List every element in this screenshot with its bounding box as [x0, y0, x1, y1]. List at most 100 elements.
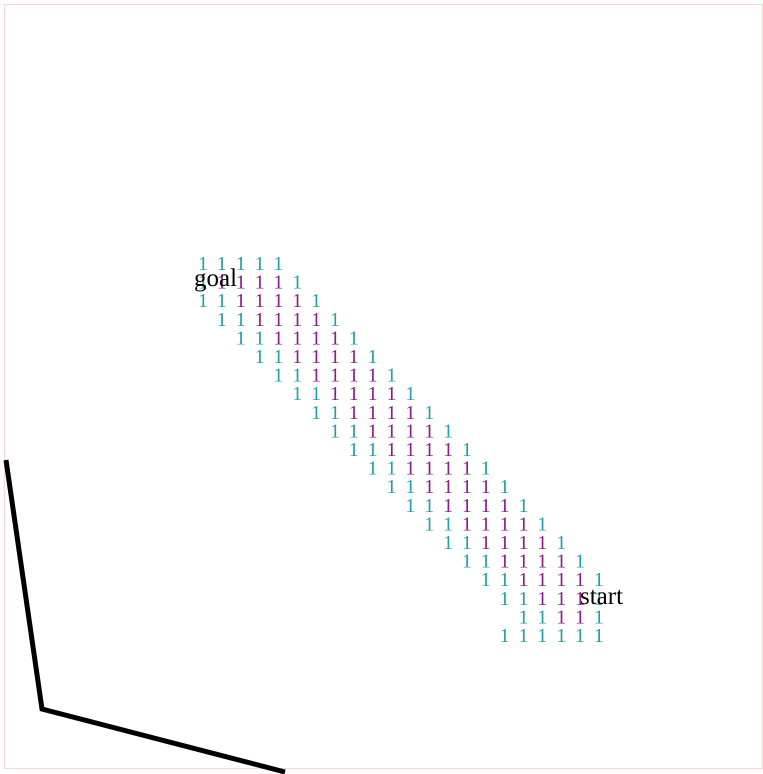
core-cell: 1: [311, 327, 321, 349]
core-cell: 1: [330, 346, 340, 368]
margin-cell: 1: [556, 625, 566, 647]
core-cell: 1: [405, 402, 415, 424]
core-cell: 1: [575, 569, 585, 591]
margin-cell: 1: [537, 625, 547, 647]
frame-border: [4, 4, 763, 769]
margin-cell: 1: [236, 253, 246, 275]
margin-cell: 1: [387, 458, 397, 480]
core-cell: 1: [519, 569, 529, 591]
margin-cell: 1: [481, 569, 491, 591]
margin-cell: 1: [537, 606, 547, 628]
core-cell: 1: [500, 551, 510, 573]
core-cell: 1: [481, 495, 491, 517]
margin-cell: 1: [255, 253, 265, 275]
core-cell: 1: [443, 458, 453, 480]
margin-cell: 1: [481, 551, 491, 573]
core-cell: 1: [292, 309, 302, 331]
margin-cell: 1: [462, 551, 472, 573]
margin-cell: 1: [575, 551, 585, 573]
margin-cell: 1: [500, 569, 510, 591]
margin-cell: 1: [594, 588, 604, 610]
margin-cell: 1: [424, 402, 434, 424]
margin-cell: 1: [311, 383, 321, 405]
core-cell: 1: [236, 290, 246, 312]
margin-cell: 1: [273, 346, 283, 368]
margin-cell: 1: [217, 253, 227, 275]
core-cell: 1: [387, 439, 397, 461]
margin-cell: 1: [519, 495, 529, 517]
goal-label: goal: [194, 265, 237, 292]
margin-cell: 1: [405, 476, 415, 498]
margin-cell: 1: [387, 476, 397, 498]
core-cell: 1: [462, 476, 472, 498]
margin-cell: 1: [311, 402, 321, 424]
margin-cell: 1: [481, 458, 491, 480]
core-cell: 1: [368, 420, 378, 442]
core-cell: 1: [500, 513, 510, 535]
core-cell: 1: [405, 458, 415, 480]
margin-cell: 1: [349, 439, 359, 461]
core-cell: 1: [462, 458, 472, 480]
core-cell: 1: [349, 383, 359, 405]
margin-cell: 1: [198, 253, 208, 275]
core-cell: 1: [255, 309, 265, 331]
core-cell: 1: [519, 532, 529, 554]
core-cell: 1: [387, 402, 397, 424]
core-cell: 1: [349, 365, 359, 387]
margin-cell: 1: [500, 588, 510, 610]
margin-cell: 1: [594, 625, 604, 647]
core-cell: 1: [537, 551, 547, 573]
margin-cell: 1: [330, 309, 340, 331]
margin-cell: 1: [368, 458, 378, 480]
margin-cell: 1: [424, 513, 434, 535]
margin-cell: 1: [443, 420, 453, 442]
core-cell: 1: [537, 532, 547, 554]
core-cell: 1: [273, 327, 283, 349]
margin-cell: 1: [236, 309, 246, 331]
core-cell: 1: [368, 383, 378, 405]
margin-cell: 1: [519, 606, 529, 628]
margin-cell: 1: [443, 532, 453, 554]
core-cell: 1: [273, 290, 283, 312]
core-cell: 1: [481, 476, 491, 498]
margin-cell: 1: [255, 327, 265, 349]
cell-grid: 1 1 1 1 11 1 1 1 1 11 1 1 1 1 1 11 1 1 1 1 1 11 1 1 1 1 1 11 1 1 1 1 1 11…: [198, 253, 604, 647]
core-cell: 1: [556, 606, 566, 628]
core-cell: 1: [537, 588, 547, 610]
core-cell: 1: [537, 569, 547, 591]
margin-cell: 1: [292, 272, 302, 294]
core-cell: 1: [368, 365, 378, 387]
margin-cell: 1: [255, 346, 265, 368]
core-cell: 1: [424, 439, 434, 461]
margin-cell: 1: [368, 439, 378, 461]
core-cell: 1: [349, 346, 359, 368]
core-cell: 1: [292, 327, 302, 349]
core-cell: 1: [556, 588, 566, 610]
core-cell: 1: [311, 365, 321, 387]
margin-cell: 1: [575, 625, 585, 647]
core-cell: 1: [405, 420, 415, 442]
margin-cell: 1: [311, 290, 321, 312]
margin-cell: 1: [462, 532, 472, 554]
margin-cell: 1: [349, 420, 359, 442]
core-cell: 1: [424, 476, 434, 498]
core-cell: 1: [217, 272, 227, 294]
core-cell: 1: [255, 290, 265, 312]
margin-cell: 1: [424, 495, 434, 517]
core-cell: 1: [462, 513, 472, 535]
core-cell: 1: [500, 532, 510, 554]
start-label: start: [580, 583, 623, 610]
margin-cell: 1: [273, 365, 283, 387]
margin-cell: 1: [519, 588, 529, 610]
core-cell: 1: [424, 458, 434, 480]
core-cell: 1: [273, 309, 283, 331]
core-cell: 1: [481, 513, 491, 535]
core-cell: 1: [311, 346, 321, 368]
core-cell: 1: [387, 420, 397, 442]
core-cell: 1: [519, 513, 529, 535]
core-cell: 1: [443, 439, 453, 461]
margin-cell: 1: [500, 476, 510, 498]
core-cell: 1: [424, 420, 434, 442]
margin-cell: 1: [217, 309, 227, 331]
